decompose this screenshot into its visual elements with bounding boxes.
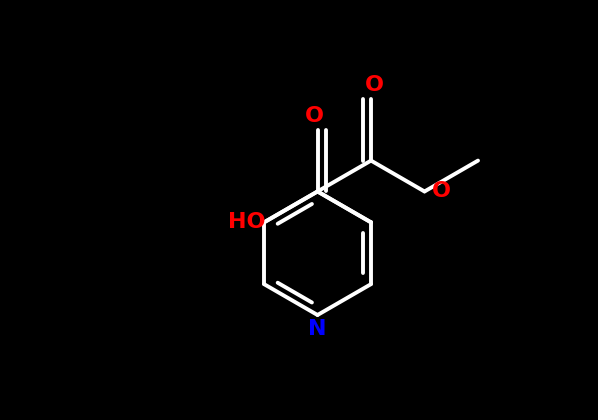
Text: HO: HO [228,213,266,232]
Text: N: N [309,319,327,339]
Text: O: O [365,75,383,95]
Text: O: O [432,181,451,202]
Text: O: O [305,106,324,126]
